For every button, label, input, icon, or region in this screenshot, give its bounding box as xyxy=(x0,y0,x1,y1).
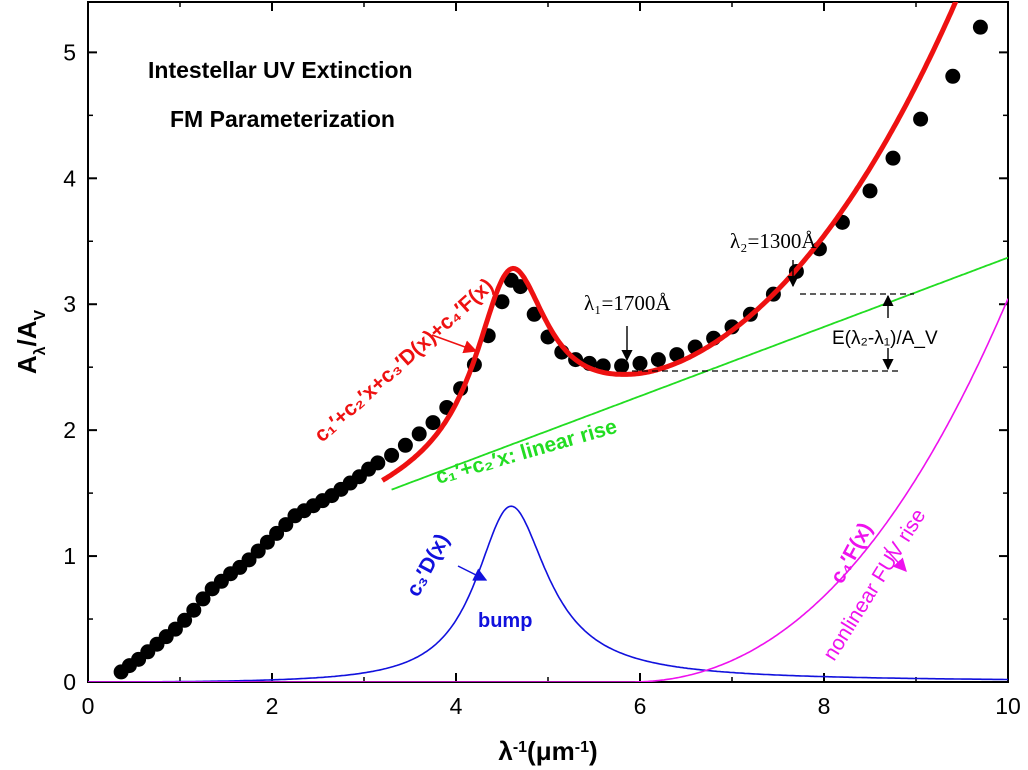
observed-point xyxy=(411,426,427,442)
observed-point xyxy=(669,347,685,363)
observed-point xyxy=(650,352,666,368)
bump-curve xyxy=(88,505,1008,682)
far-uv-arrow xyxy=(883,546,907,572)
y-tick-label: 3 xyxy=(63,291,76,317)
bump-function-label: c₃′D(x) xyxy=(402,530,454,600)
observed-point xyxy=(425,415,441,431)
x-tick-label: 6 xyxy=(634,693,647,719)
y-tick-label: 2 xyxy=(63,417,76,443)
observed-point xyxy=(397,437,413,453)
bump-label: bump xyxy=(478,610,532,632)
observed-point xyxy=(945,68,961,84)
x-tick-label: 2 xyxy=(266,693,279,719)
x-tick-label: 10 xyxy=(995,693,1021,719)
total-fit-curve xyxy=(381,2,959,483)
observed-point xyxy=(885,150,901,166)
y-axis-label: Aλ/AV xyxy=(12,309,49,374)
chart-title-line-2: FM Parameterization xyxy=(170,106,395,132)
y-tick-label: 5 xyxy=(63,39,76,65)
observed-point xyxy=(177,612,193,628)
observed-point xyxy=(512,279,528,295)
x-axis-label: λ-1(μm-1) xyxy=(498,736,597,766)
x-tick-label: 4 xyxy=(450,693,463,719)
y-tick-label: 4 xyxy=(63,165,76,191)
observed-point xyxy=(186,602,202,618)
observed-point xyxy=(384,447,400,463)
lambda2-label: λ₂=1300Å xyxy=(730,229,817,253)
observed-point xyxy=(862,183,878,199)
observed-point xyxy=(972,19,988,35)
chart-title-line-1: Intestellar UV Extinction xyxy=(148,57,413,83)
observed-point xyxy=(632,355,648,371)
observed-point xyxy=(913,111,929,127)
color-excess-label: E(λ₂-λ₁)/A_V xyxy=(832,328,938,349)
linear-rise-curve xyxy=(391,256,1008,491)
total-fit-arrow xyxy=(431,334,478,354)
x-tick-label: 0 xyxy=(82,693,95,719)
bump-arrow xyxy=(457,565,488,581)
observed-point xyxy=(370,455,386,471)
far-uv-curve xyxy=(88,298,1008,682)
observed-point xyxy=(526,306,542,322)
x-tick-label: 8 xyxy=(818,693,831,719)
linear-rise-label: c₁′+c₂′x: linear rise xyxy=(433,415,620,489)
observed-point xyxy=(195,591,211,607)
lambda1-label: λ₁=1700Å xyxy=(584,291,671,315)
observed-point xyxy=(614,358,630,374)
y-tick-label: 0 xyxy=(63,669,76,695)
y-tick-label: 1 xyxy=(63,543,76,569)
observed-point xyxy=(494,294,510,310)
